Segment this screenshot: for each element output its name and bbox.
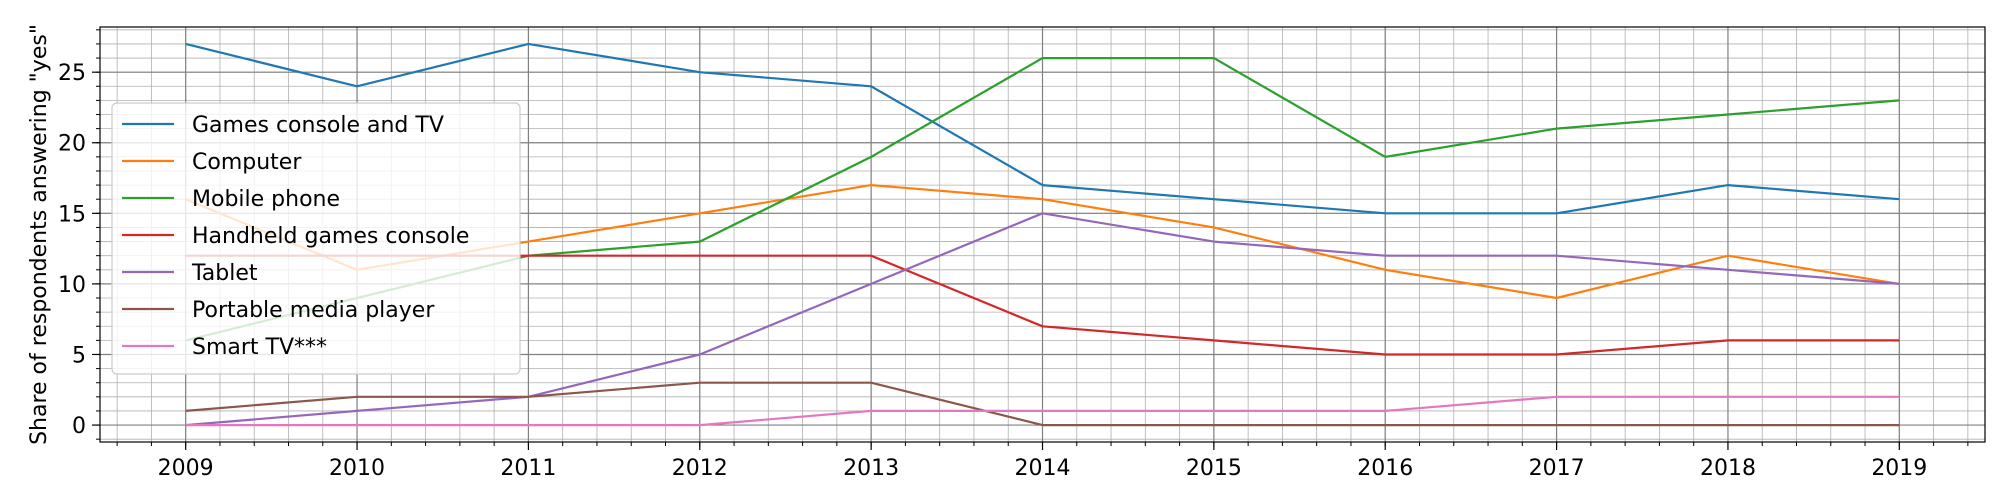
y-tick-label: 5 — [72, 343, 86, 368]
series-line — [185, 42, 1900, 215]
y-tick-label: 25 — [58, 61, 86, 86]
x-tick-label: 2011 — [500, 456, 556, 481]
legend: Games console and TV Computer Mobile phone… — [111, 102, 521, 375]
legend-label: Computer — [192, 150, 302, 175]
y-tick-label: 10 — [58, 273, 86, 298]
x-tick-label: 2012 — [672, 456, 728, 481]
series-line — [185, 212, 1900, 427]
legend-frame — [111, 102, 521, 375]
x-tick-label: 2013 — [843, 456, 899, 481]
legend-label: Handheld games console — [192, 224, 469, 249]
legend-label: Smart TV*** — [192, 335, 327, 360]
x-tick-label: 2010 — [329, 456, 385, 481]
legend-label: Mobile phone — [192, 187, 340, 212]
x-tick-label: 2019 — [1871, 456, 1927, 481]
x-axis: 2009 2010 2011 2012 2013 2014 2015 2016 2017 2018… — [116, 442, 1969, 481]
y-axis-title: Share of respondents answering "yes" — [27, 24, 52, 445]
legend-label: Tablet — [191, 261, 258, 286]
x-tick-label: 2017 — [1529, 456, 1585, 481]
series-line — [185, 395, 1900, 427]
x-tick-label: 2009 — [158, 456, 214, 481]
x-tick-label: 2016 — [1357, 456, 1413, 481]
y-tick-label: 0 — [72, 414, 86, 439]
legend-label: Portable media player — [192, 298, 435, 323]
y-tick-label: 20 — [58, 132, 86, 157]
x-tick-label: 2015 — [1186, 456, 1242, 481]
legend-label: Games console and TV — [192, 113, 444, 138]
x-tick-label: 2018 — [1700, 456, 1756, 481]
x-tick-label: 2014 — [1015, 456, 1071, 481]
y-tick-label: 15 — [58, 202, 86, 227]
y-axis: 0 5 10 15 20 25 — [58, 29, 100, 440]
series-line — [185, 381, 1900, 427]
